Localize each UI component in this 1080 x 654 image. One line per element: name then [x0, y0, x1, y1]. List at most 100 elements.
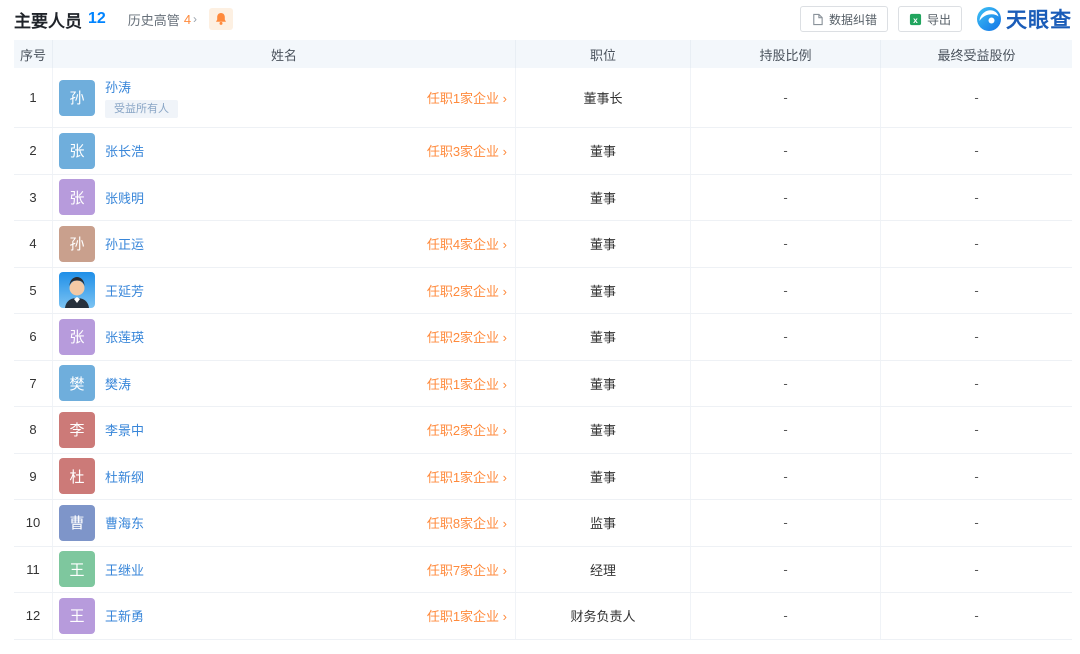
- share-ratio-cell: -: [691, 546, 881, 592]
- avatar: 樊: [59, 365, 95, 402]
- person-name-link[interactable]: 张贱明: [105, 190, 145, 206]
- position-cell: 董事: [516, 453, 691, 499]
- avatar: 王: [59, 551, 95, 588]
- share-ratio-cell: -: [691, 267, 881, 313]
- svg-text:x: x: [913, 14, 918, 24]
- history-executives-link[interactable]: 历史高管 4 ›: [128, 10, 197, 29]
- tenure-link[interactable]: 任职1家企业 ›: [426, 609, 507, 625]
- row-index: 4: [14, 221, 53, 267]
- table-row: 11 王 王继业 任职7家企业 › 经理 - -: [14, 546, 1072, 593]
- table-row: 6 张 张莲瑛 任职2家企业 › 董事 - -: [14, 314, 1072, 361]
- avatar: 王: [59, 597, 95, 634]
- row-index: 10: [14, 500, 53, 546]
- excel-export-icon: x: [909, 13, 922, 25]
- beneficial-shares-cell: -: [974, 422, 979, 438]
- avatar: 张: [59, 318, 95, 355]
- table-header-row: 序号 姓名 职位 持股比例 最终受益股份: [14, 40, 1072, 68]
- table-row: 2 张 张长浩 任职3家企业 › 董事 - -: [14, 128, 1072, 175]
- col-header-name: 姓名: [53, 40, 516, 68]
- share-ratio-cell: -: [691, 314, 881, 360]
- data-correction-button[interactable]: 数据纠错: [799, 6, 888, 32]
- person-name-link[interactable]: 张莲瑛: [105, 330, 145, 346]
- beneficial-shares-cell: -: [974, 90, 979, 105]
- share-ratio-cell: -: [691, 128, 881, 174]
- table-row: 4 孙 孙正运 任职4家企业 › 董事 - -: [14, 221, 1072, 268]
- tenure-link[interactable]: 任职1家企业 ›: [426, 469, 507, 485]
- beneficial-owner-badge: 受益所有人: [105, 100, 178, 118]
- beneficial-shares-cell: -: [974, 468, 979, 484]
- position-cell: 董事: [516, 314, 691, 360]
- person-name-link[interactable]: 王新勇: [105, 609, 145, 625]
- position-cell: 监事: [516, 500, 691, 546]
- beneficial-shares-cell: -: [974, 143, 979, 159]
- tenure-link[interactable]: 任职1家企业 ›: [426, 376, 507, 392]
- table-row: 8 李 李景中 任职2家企业 › 董事 - -: [14, 407, 1072, 454]
- person-name-link[interactable]: 孙涛: [105, 80, 132, 95]
- tenure-link[interactable]: 任职1家企业 ›: [426, 91, 507, 106]
- person-name-link[interactable]: 樊涛: [105, 376, 132, 392]
- tenure-link[interactable]: 任职2家企业 ›: [426, 423, 507, 439]
- tianyancha-eye-icon: [977, 7, 1001, 31]
- person-name-link[interactable]: 曹海东: [105, 516, 145, 532]
- person-name-link[interactable]: 张长浩: [105, 144, 145, 160]
- table-row: 9 杜 杜新纲 任职1家企业 › 董事 - -: [14, 453, 1072, 500]
- row-index: 8: [14, 407, 53, 453]
- row-index: 1: [14, 68, 53, 127]
- position-cell: 董事: [516, 360, 691, 406]
- person-name-link[interactable]: 王继业: [105, 562, 145, 578]
- chevron-right-icon: ›: [193, 12, 198, 26]
- person-name-link[interactable]: 孙正运: [105, 237, 145, 253]
- person-name-link[interactable]: 王延芳: [105, 283, 145, 299]
- position-cell: 董事: [516, 128, 691, 174]
- share-ratio-cell: -: [691, 500, 881, 546]
- row-index: 7: [14, 360, 53, 406]
- table-row: 12 王 王新勇 任职1家企业 › 财务负责人 - -: [14, 593, 1072, 640]
- position-cell: 董事: [516, 407, 691, 453]
- col-header-index: 序号: [14, 40, 53, 68]
- person-name-link[interactable]: 李景中: [105, 423, 145, 439]
- table-row: 3 张 张贱明 董事 - -: [14, 174, 1072, 221]
- position-cell: 经理: [516, 546, 691, 592]
- share-ratio-cell: -: [691, 593, 881, 639]
- tenure-link[interactable]: 任职4家企业 ›: [426, 237, 507, 253]
- table-row: 5 王延芳 任职2家企业 › 董事: [14, 267, 1072, 314]
- beneficial-shares-cell: -: [974, 282, 979, 298]
- tenure-link[interactable]: 任职2家企业 ›: [426, 330, 507, 346]
- share-ratio-cell: -: [691, 407, 881, 453]
- beneficial-shares-cell: -: [974, 515, 979, 531]
- tenure-link[interactable]: 任职3家企业 ›: [426, 144, 507, 160]
- row-index: 2: [14, 128, 53, 174]
- beneficial-shares-cell: -: [974, 329, 979, 345]
- avatar: 孙: [59, 79, 95, 116]
- person-name-link[interactable]: 杜新纲: [105, 469, 145, 485]
- row-index: 11: [14, 546, 53, 592]
- logo-text: 天眼查: [1006, 9, 1072, 32]
- position-cell: 财务负责人: [516, 593, 691, 639]
- history-label: 历史高管: [127, 12, 180, 28]
- position-cell: 董事长: [516, 68, 691, 127]
- col-header-beneficial-shares: 最终受益股份: [937, 47, 1016, 63]
- tenure-link[interactable]: 任职7家企业 ›: [426, 562, 507, 578]
- beneficial-shares-cell: -: [974, 236, 979, 252]
- row-index: 6: [14, 314, 53, 360]
- tenure-link[interactable]: 任职2家企业 ›: [426, 283, 507, 299]
- beneficial-shares-cell: -: [974, 189, 979, 205]
- tenure-link[interactable]: 任职8家企业 ›: [426, 516, 507, 532]
- table-row: 10 曹 曹海东 任职8家企业 › 监事 - -: [14, 500, 1072, 547]
- personnel-table: 序号 姓名 职位 持股比例 最终受益股份 1 孙 孙涛 受益所有人 任职1家企业…: [14, 40, 1072, 640]
- beneficial-shares-cell: -: [974, 608, 979, 624]
- export-button[interactable]: x 导出: [897, 6, 962, 32]
- position-cell: 董事: [516, 221, 691, 267]
- avatar: 张: [59, 132, 95, 169]
- personnel-count: 12: [88, 10, 106, 27]
- monitor-bell-button[interactable]: [209, 8, 234, 30]
- beneficial-shares-cell: -: [974, 375, 979, 391]
- share-ratio-cell: -: [691, 174, 881, 220]
- position-cell: 董事: [516, 267, 691, 313]
- section-header: 主要人员 12 历史高管 4 › 数据纠错 x 导出: [14, 4, 1072, 34]
- row-index: 5: [14, 267, 53, 313]
- page-title: 主要人员: [14, 11, 82, 31]
- position-cell: 董事: [516, 174, 691, 220]
- tianyancha-logo[interactable]: 天眼查: [976, 4, 1072, 34]
